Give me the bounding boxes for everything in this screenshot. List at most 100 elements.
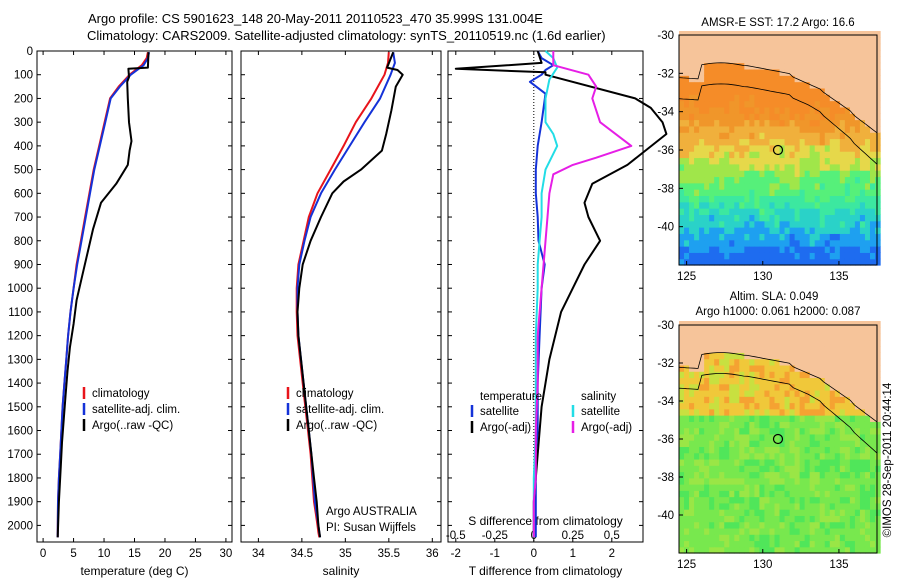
sst-map-cell (764, 246, 771, 253)
sst-map-cell (869, 144, 876, 152)
sst-map-cell (679, 182, 685, 190)
sla-map-cell (854, 352, 861, 360)
sst-map-cell (864, 144, 871, 152)
sla-map-cell (734, 446, 740, 454)
sla-map-cell (759, 415, 766, 422)
sla-map-cell (679, 421, 685, 429)
sst-map-cell (819, 151, 826, 159)
sla-map-cell (689, 484, 695, 491)
sst-map-cell (875, 81, 881, 89)
sst-map-cell (709, 182, 715, 190)
sla-map-cell (704, 339, 710, 347)
sla-map-cell (844, 458, 851, 466)
sla-map-cell (714, 433, 720, 441)
sla-map-cell (824, 333, 831, 341)
sla-map-cell (809, 371, 816, 379)
sla-map-cell (754, 321, 761, 328)
sst-map-cell (704, 125, 710, 133)
sst-map-cell (754, 170, 761, 178)
sst-map-cell (734, 138, 740, 146)
sst-map-cell (844, 144, 851, 152)
sla-map-cell (779, 490, 786, 498)
sst-map-cell (875, 144, 881, 152)
sst-map-cell (704, 49, 710, 57)
sst-map-cell (759, 49, 766, 57)
sla-map-cell (794, 496, 801, 504)
sla-map-cell (684, 458, 690, 466)
sla-map-cell (774, 534, 781, 542)
sla-map-cell (774, 540, 781, 548)
sla-map-cell (764, 509, 771, 516)
sst-map-cell (854, 138, 861, 146)
sla-map-cell (759, 458, 766, 466)
sst-map-cell (814, 87, 821, 95)
sst-map-cell (804, 30, 811, 38)
sst-depth-contour (678, 83, 878, 165)
sst-map-cell (779, 119, 786, 127)
sla-map-cell (829, 458, 836, 466)
sla-map-cell (839, 465, 846, 473)
sst-map-cell (694, 62, 700, 70)
sla-map-cell (809, 471, 816, 479)
sst-map-cell (829, 176, 836, 184)
sla-map-cell (689, 427, 695, 435)
sst-map-cell (794, 94, 801, 102)
sla-map-cell (729, 408, 735, 416)
sla-map-cell (769, 408, 776, 416)
sla-map-cell (819, 364, 826, 372)
sst-map-cell (744, 119, 750, 127)
sla-map-cell (684, 333, 690, 341)
sla-map-cell (869, 471, 876, 479)
sla-map-cell (844, 440, 851, 448)
sla-map-cell (794, 546, 801, 554)
sst-map-cell (754, 81, 761, 89)
sst-map-cell (839, 30, 846, 38)
sst-map-cell (729, 239, 735, 247)
sst-map-cell (754, 30, 761, 38)
sla-map-cell (709, 427, 715, 435)
sst-map-cell (764, 170, 771, 178)
sst-map-cell (684, 68, 690, 76)
sst-map-cell (694, 163, 700, 171)
sla-map-cell (864, 421, 871, 429)
sla-map-cell (714, 427, 720, 435)
sst-map-cell (744, 144, 750, 152)
sla-map-cell (729, 402, 735, 410)
sst-map-cell (769, 132, 776, 140)
sla-map-cell (699, 490, 705, 498)
sla-map-cell (749, 458, 755, 466)
sla-map-cell (794, 540, 801, 548)
sst-map-cell (844, 189, 851, 197)
sst-map-cell (839, 81, 846, 89)
sst-map-cell (774, 201, 781, 209)
sst-map-cell (809, 81, 816, 89)
sla-map-cell (769, 339, 776, 347)
sst-map-cell (734, 195, 740, 203)
sst-map-cell (679, 220, 685, 228)
sla-map-cell (804, 458, 811, 466)
sst-map-cell (779, 113, 786, 121)
sst-map-cell (734, 75, 740, 83)
sla-map-cell (699, 371, 705, 379)
sst-map-cell (869, 157, 876, 165)
sla-map-cell (814, 446, 821, 454)
sst-map-cell (744, 81, 750, 89)
sla-map-cell (719, 321, 725, 328)
sla-map-cell (764, 339, 771, 347)
sst-map-cell (844, 157, 851, 165)
sst-map-cell (764, 208, 771, 215)
sst-map-cell (749, 189, 755, 197)
sst-map-cell (829, 195, 836, 203)
sst-map-cell (684, 246, 690, 253)
sst-map-cell (784, 30, 791, 38)
sla-map-cell (844, 371, 851, 379)
sla-map-cell (759, 440, 766, 448)
sla-map-cell (724, 452, 730, 460)
sla-map-cell (714, 440, 720, 448)
sst-map-cell (769, 81, 776, 89)
sst-map-cell (799, 30, 806, 38)
sla-map-cell (875, 496, 881, 504)
sst-map-cell (875, 68, 881, 76)
sst-map-cell (829, 62, 836, 70)
sst-map-cell (804, 201, 811, 209)
